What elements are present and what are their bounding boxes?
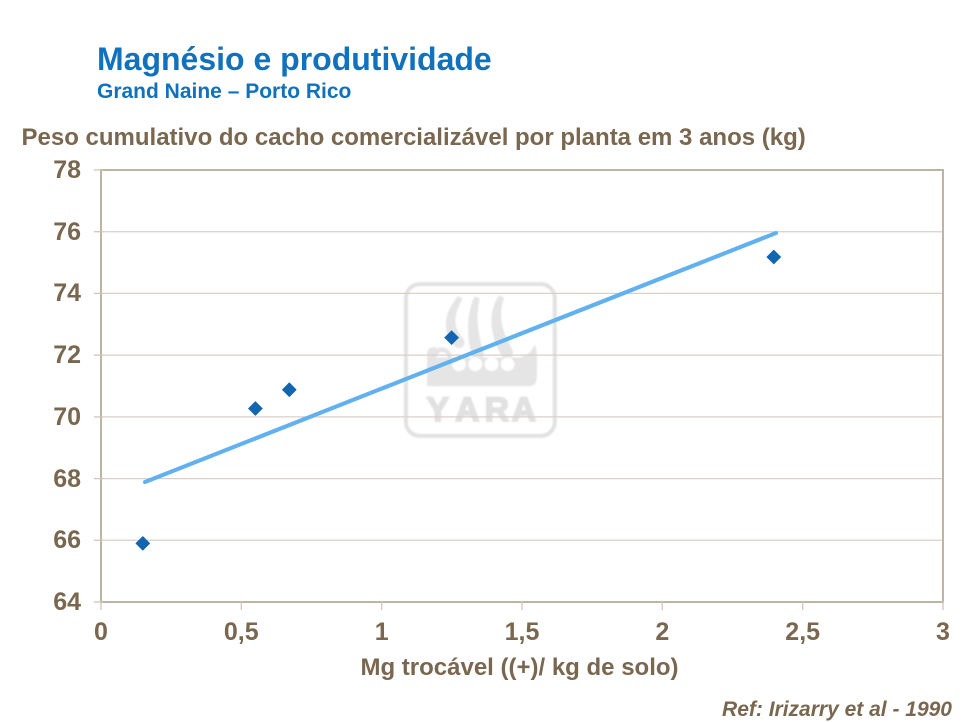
- svg-text:R: R: [485, 391, 510, 429]
- svg-text:Y: Y: [427, 391, 450, 429]
- svg-text:A: A: [512, 391, 537, 429]
- svg-text:A: A: [455, 391, 480, 429]
